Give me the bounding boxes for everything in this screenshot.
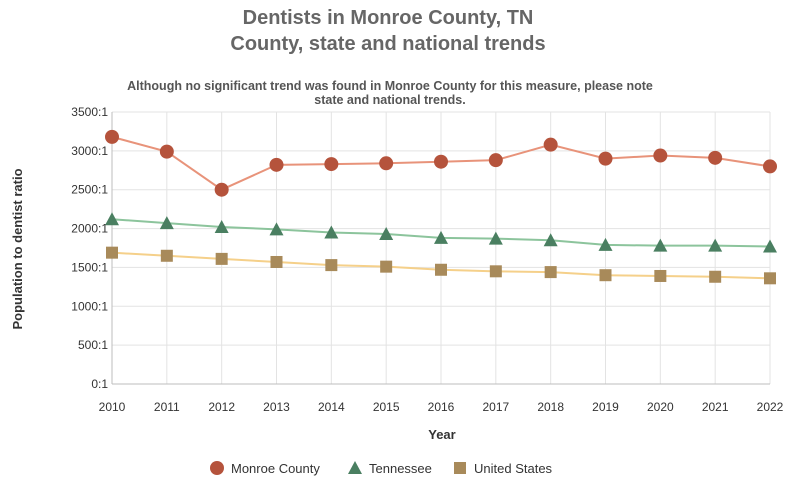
y-tick-label: 1000:1	[71, 299, 108, 313]
data-point-monroe-county	[105, 129, 119, 144]
data-point-monroe-county	[379, 156, 394, 171]
series-united-states	[106, 246, 776, 285]
x-tick-label: 2020	[647, 400, 674, 414]
data-point-monroe-county	[488, 153, 503, 168]
y-axis-title: Population to dentist ratio	[10, 168, 25, 329]
chart-subtitle: Although no significant trend was found …	[127, 79, 653, 107]
data-point-monroe-county	[708, 150, 723, 165]
legend-label-monroe-county: Monroe County	[231, 461, 320, 476]
data-point-monroe-county	[324, 157, 339, 172]
x-tick-label: 2018	[537, 400, 564, 414]
data-point-united-states	[599, 269, 612, 282]
x-tick-label: 2015	[373, 400, 400, 414]
legend-item-tennessee: Tennessee	[348, 461, 432, 476]
data-point-monroe-county	[598, 151, 613, 166]
legend-item-monroe-county: Monroe County	[210, 461, 320, 476]
data-point-united-states	[106, 246, 118, 259]
chart-subtitle-line-2: state and national trends.	[314, 93, 465, 107]
x-tick-label: 2016	[428, 400, 455, 414]
data-point-tennessee	[159, 216, 174, 230]
y-tick-label: 2500:1	[71, 183, 108, 197]
data-point-united-states	[380, 260, 393, 273]
y-tick-label: 2000:1	[71, 222, 108, 236]
data-point-tennessee	[105, 212, 119, 226]
data-point-tennessee	[763, 239, 777, 253]
series-layer	[105, 129, 777, 285]
y-axis: 0:1 500:1 1000:1 1500:1 2000:1 2500:1 3000:1 35…	[71, 105, 108, 391]
chart-title: Dentists in Monroe County, TN County, st…	[230, 7, 545, 55]
series-monroe-county	[105, 129, 777, 197]
data-point-tennessee	[324, 225, 339, 239]
chart-title-line-2: County, state and national trends	[230, 33, 545, 55]
data-point-monroe-county	[269, 157, 284, 172]
x-tick-label: 2019	[592, 400, 619, 414]
x-tick-label: 2011	[154, 400, 180, 414]
data-point-united-states	[764, 272, 776, 285]
legend-item-united-states: United States	[454, 461, 553, 476]
y-tick-label: 3500:1	[71, 105, 108, 119]
data-point-tennessee	[543, 233, 558, 247]
x-axis: 2010 2011 2012 2013 2014 2015 2016 2017 2018 2019…	[99, 400, 784, 414]
x-tick-label: 2012	[208, 400, 235, 414]
y-tick-label: 3000:1	[71, 144, 108, 158]
chart-subtitle-line-1: Although no significant trend was found …	[127, 79, 653, 93]
data-point-united-states	[215, 252, 228, 265]
data-point-tennessee	[598, 237, 613, 251]
legend-marker-united-states	[454, 462, 466, 474]
data-point-united-states	[325, 259, 338, 272]
data-point-tennessee	[488, 231, 503, 245]
data-point-united-states	[709, 270, 722, 283]
series-tennessee	[105, 212, 777, 253]
grid	[111, 111, 771, 385]
data-point-tennessee	[653, 238, 668, 252]
data-point-tennessee	[379, 227, 394, 241]
x-tick-label: 2022	[757, 400, 784, 414]
legend-label-tennessee: Tennessee	[369, 461, 432, 476]
x-axis-title: Year	[428, 427, 455, 442]
data-point-united-states	[489, 265, 502, 278]
chart-title-line-1: Dentists in Monroe County, TN	[243, 7, 534, 29]
y-tick-label: 500:1	[78, 338, 108, 352]
data-point-monroe-county	[763, 159, 777, 174]
legend-marker-tennessee	[348, 461, 362, 474]
data-point-united-states	[270, 255, 283, 268]
y-tick-label: 0:1	[91, 377, 108, 391]
data-point-united-states	[160, 249, 173, 262]
data-point-united-states	[654, 269, 667, 282]
data-point-monroe-county	[159, 144, 174, 159]
data-point-united-states	[435, 263, 447, 276]
data-point-monroe-county	[434, 154, 448, 169]
data-point-tennessee	[269, 222, 284, 236]
data-point-tennessee	[434, 230, 448, 244]
x-tick-label: 2021	[702, 400, 729, 414]
data-point-monroe-county	[214, 182, 229, 197]
data-point-monroe-county	[543, 137, 558, 152]
legend: Monroe County Tennessee United States	[210, 461, 553, 476]
x-tick-label: 2013	[263, 400, 290, 414]
y-tick-label: 1500:1	[71, 260, 108, 274]
legend-label-united-states: United States	[474, 461, 553, 476]
x-tick-label: 2017	[482, 400, 509, 414]
data-point-monroe-county	[653, 148, 668, 163]
x-tick-label: 2014	[318, 400, 345, 414]
x-tick-label: 2010	[99, 400, 126, 414]
data-point-united-states	[544, 266, 557, 279]
data-point-tennessee	[214, 220, 229, 234]
legend-marker-monroe-county	[210, 461, 224, 475]
data-point-tennessee	[708, 238, 723, 252]
